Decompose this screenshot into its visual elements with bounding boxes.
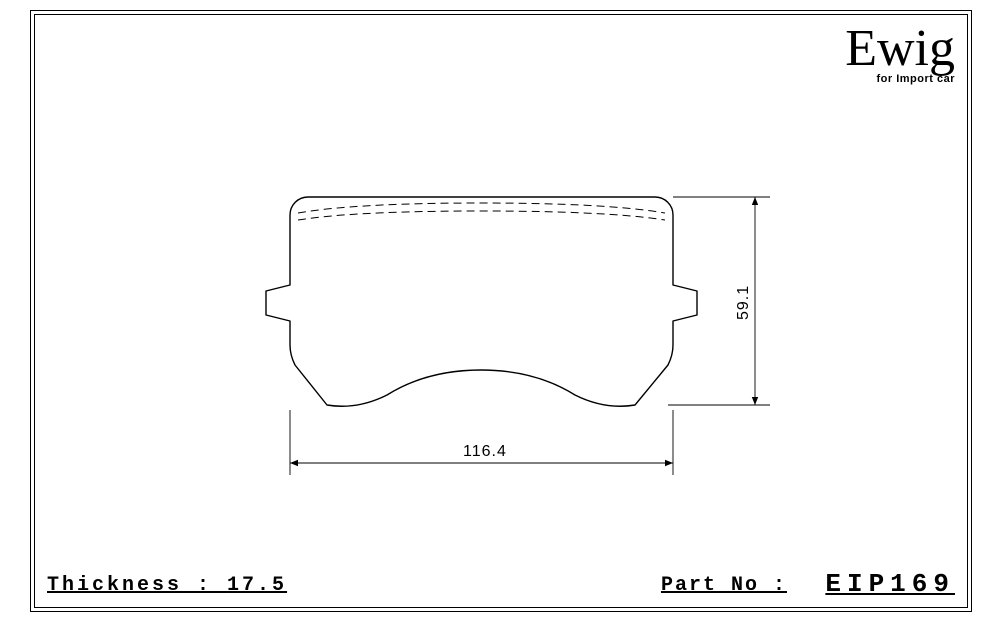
outer-frame: Ewig for Import car 116.4 59.1 Thickness… xyxy=(30,10,972,612)
part-number-value: EIP169 xyxy=(825,569,955,599)
thickness-value: 17.5 xyxy=(227,574,287,597)
part-number-label: Part No : xyxy=(661,574,787,597)
dimension-height-value: 59.1 xyxy=(735,285,753,320)
technical-drawing xyxy=(35,15,967,607)
inner-frame: Ewig for Import car 116.4 59.1 Thickness… xyxy=(34,14,968,608)
thickness-label: Thickness : 17.5 xyxy=(47,574,287,597)
thickness-label-text: Thickness : xyxy=(47,574,212,597)
dimension-width-value: 116.4 xyxy=(463,443,507,461)
